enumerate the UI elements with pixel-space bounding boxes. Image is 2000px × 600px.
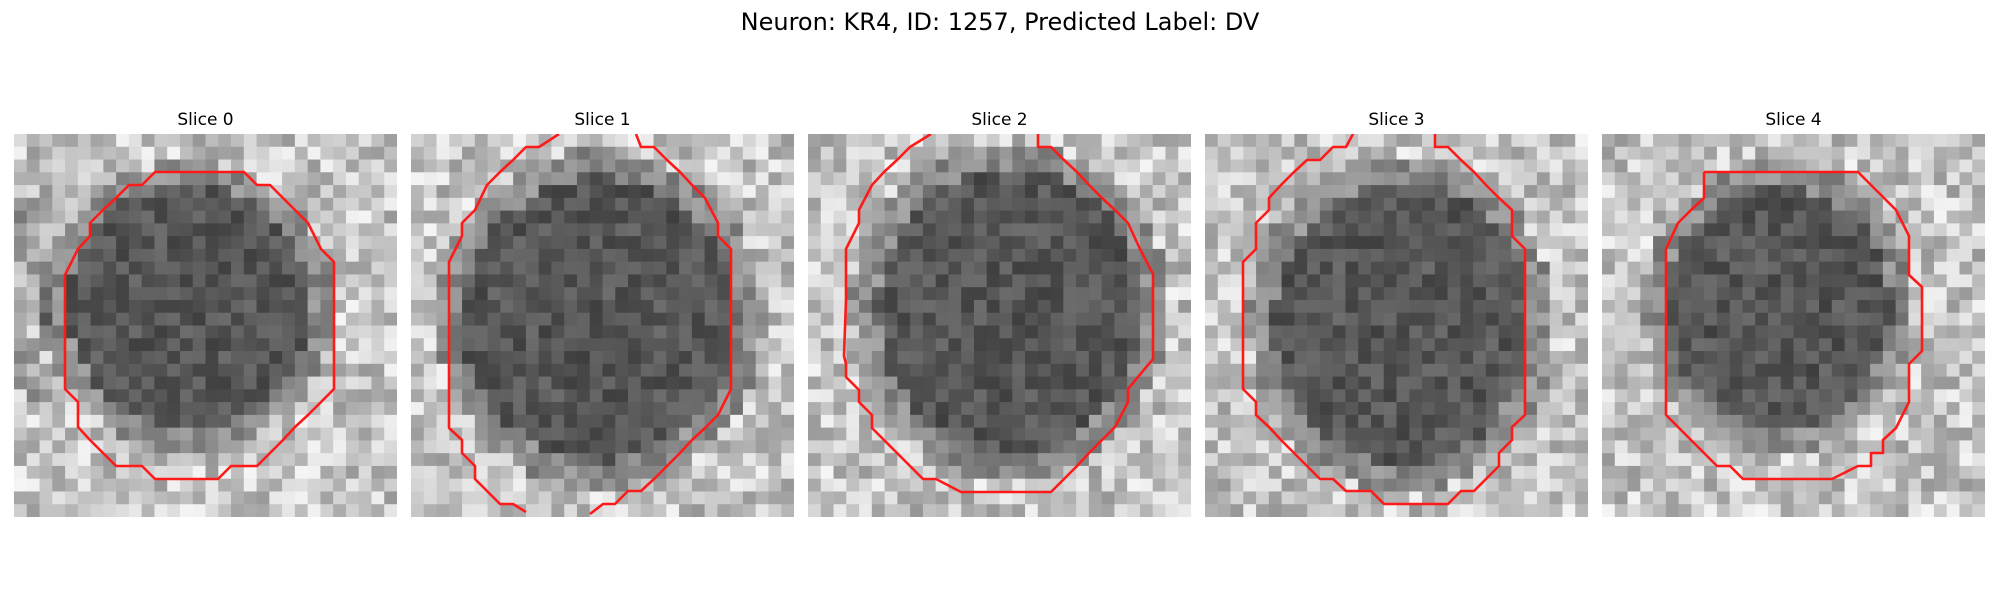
segmentation-contour	[589, 134, 733, 516]
slice-panel-1: Slice 1	[411, 110, 794, 517]
slice-title-1: Slice 1	[574, 110, 631, 130]
grayscale-pixels	[14, 134, 397, 517]
slice-panel-2: Slice 2	[808, 110, 1191, 517]
segmentation-contour	[1241, 134, 1527, 506]
figure-title: Neuron: KR4, ID: 1257, Predicted Label: …	[740, 8, 1260, 36]
segmentation-contour	[1664, 170, 1924, 481]
slice-image-1	[411, 134, 794, 517]
slice-title-2: Slice 2	[971, 110, 1028, 130]
segmentation-contour	[63, 170, 336, 481]
segmentation-contour	[447, 134, 560, 514]
grayscale-pixels	[1205, 134, 1588, 517]
slice-panel-4: Slice 4	[1602, 110, 1985, 517]
slice-image-2	[808, 134, 1191, 517]
grayscale-pixels	[1602, 134, 1985, 517]
slice-title-0: Slice 0	[177, 110, 234, 130]
segmentation-contour	[842, 134, 1155, 494]
slice-panel-0: Slice 0	[14, 110, 397, 517]
slice-image-4	[1602, 134, 1985, 517]
slice-image-3	[1205, 134, 1588, 517]
grayscale-pixels	[808, 134, 1191, 517]
slice-title-4: Slice 4	[1765, 110, 1822, 130]
slice-panel-3: Slice 3	[1205, 110, 1588, 517]
slice-title-3: Slice 3	[1368, 110, 1425, 130]
slice-image-0	[14, 134, 397, 517]
